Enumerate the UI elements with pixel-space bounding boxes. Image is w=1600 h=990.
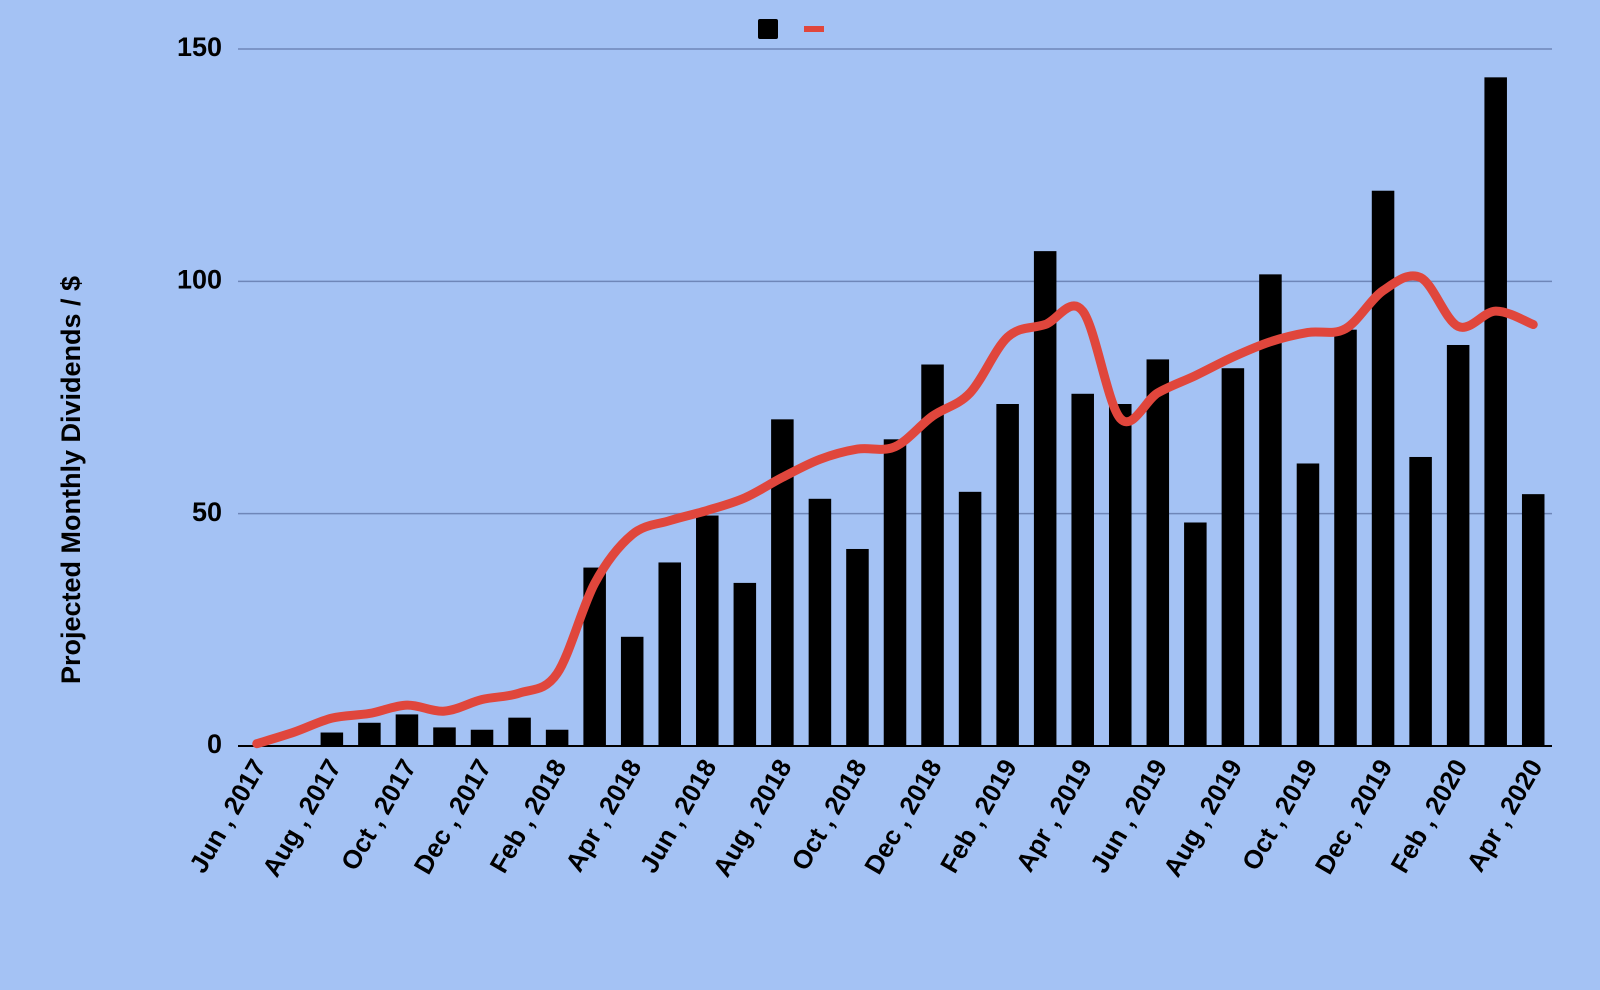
x-tick-label: Aug , 2018 [707, 754, 798, 882]
y-tick-label: 50 [192, 497, 222, 527]
bar [433, 727, 456, 746]
y-tick-label: 150 [177, 32, 222, 62]
bar [658, 562, 682, 746]
bar [1296, 463, 1320, 746]
x-tick-label: Feb , 2020 [1384, 754, 1473, 878]
x-tick-label: Feb , 2018 [483, 754, 572, 878]
bar [1071, 393, 1094, 746]
bar [883, 439, 907, 746]
bar [846, 548, 869, 746]
x-tick-label: Aug , 2019 [1157, 754, 1248, 882]
y-tick-label: 100 [177, 264, 222, 294]
bar [1146, 359, 1170, 746]
x-tick-label: Feb , 2019 [934, 754, 1023, 878]
bar [1334, 329, 1357, 746]
bar [771, 419, 794, 746]
bar [1184, 522, 1207, 746]
legend-swatch [758, 19, 778, 39]
bar [1521, 494, 1545, 746]
x-tick-label: Apr , 2020 [1460, 754, 1548, 877]
bar [320, 732, 344, 746]
x-tick-label: Jun , 2019 [1084, 754, 1173, 878]
bar [470, 729, 494, 746]
x-tick-label: Oct , 2018 [785, 754, 872, 875]
bar [921, 364, 944, 746]
bar [508, 717, 531, 746]
bar [733, 582, 757, 746]
y-axis-label: Projected Monthly Dividends / $ [56, 276, 86, 684]
bar [545, 729, 569, 746]
bar [996, 404, 1019, 746]
bar [583, 567, 606, 746]
line [252, 271, 1538, 749]
x-tick-label: Apr , 2018 [559, 754, 647, 877]
bar [395, 714, 419, 746]
bar [620, 636, 644, 746]
x-tick-label: Oct , 2017 [335, 754, 422, 875]
bar [1033, 251, 1057, 746]
bar [696, 515, 719, 746]
x-tick-label: Jun , 2018 [634, 754, 723, 878]
bar [1484, 77, 1507, 746]
x-tick-label: Jun , 2017 [183, 754, 272, 878]
bar [1446, 344, 1470, 746]
bar [1259, 274, 1282, 746]
y-tick-label: 0 [207, 729, 222, 759]
bar [1409, 456, 1432, 746]
x-tick-label: Aug , 2017 [256, 754, 347, 882]
x-tick-label: Apr , 2019 [1010, 754, 1098, 877]
bar [358, 722, 381, 746]
bar [1108, 404, 1132, 746]
bar [1371, 190, 1395, 746]
bar [958, 491, 982, 746]
bar [808, 498, 832, 746]
bar [1221, 368, 1245, 746]
x-tick-label: Oct , 2019 [1236, 754, 1323, 875]
